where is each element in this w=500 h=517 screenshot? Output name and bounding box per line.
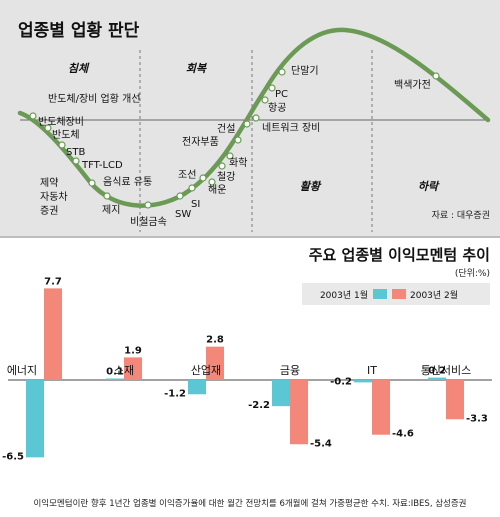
bar-s2 xyxy=(372,380,390,435)
bar-s2 xyxy=(290,380,308,445)
side-label-auto: 자동차 xyxy=(40,191,68,203)
bar-title: 주요 업종별 이익모멘텀 추이 xyxy=(309,246,490,264)
value-label-s2: -4.6 xyxy=(392,429,414,440)
legend-swatch-2 xyxy=(392,289,406,299)
point-marker xyxy=(243,120,251,128)
point-label: 조선 xyxy=(178,169,196,181)
value-label-s1: -6.5 xyxy=(2,451,24,462)
bar-s1 xyxy=(188,380,206,395)
category-label: 소재 xyxy=(114,364,134,377)
point-label: 건설 xyxy=(217,123,235,135)
value-label-s1: 0.2 xyxy=(428,366,446,377)
bar-s1 xyxy=(354,380,372,383)
point-marker xyxy=(88,179,96,187)
point-marker xyxy=(278,68,286,76)
point-label: SI xyxy=(191,199,200,210)
bar-s2 xyxy=(44,288,62,380)
point-marker xyxy=(58,141,66,149)
bar-s1 xyxy=(272,380,290,407)
value-label-s2: 1.9 xyxy=(124,345,142,356)
phase-label-boom: 활황 xyxy=(300,180,322,193)
point-label: 철강 xyxy=(217,171,235,183)
point-label: 비철금속 xyxy=(130,216,167,228)
cycle-curve xyxy=(17,27,491,208)
bar-s2 xyxy=(446,380,464,420)
phase-label-recession: 침체 xyxy=(68,62,90,75)
point-marker xyxy=(29,112,37,120)
point-label: STB xyxy=(66,147,85,158)
cycle-diagram: 업종별 업황 판단 침체 회복 활황 하락 반도체/장비 업황 개선 반도체장비… xyxy=(17,21,491,232)
category-label: 산업재 xyxy=(191,364,221,377)
bar-s1 xyxy=(428,377,446,380)
value-label-s1: -0.2 xyxy=(330,376,352,387)
cycle-title: 업종별 업황 판단 xyxy=(18,21,140,41)
phase-label-recovery: 회복 xyxy=(186,62,207,75)
point-marker xyxy=(432,72,440,80)
category-label: 통신서비스 xyxy=(421,364,472,377)
point-label: SW xyxy=(175,209,191,220)
category-label: IT xyxy=(367,364,377,377)
legend-swatch-1 xyxy=(373,289,387,299)
point-label: 반도체 xyxy=(52,129,80,141)
point-label: 제지 xyxy=(102,204,120,216)
point-marker xyxy=(261,96,269,104)
point-label: 네트워크 장비 xyxy=(262,121,320,134)
bar-s1 xyxy=(106,378,124,380)
cycle-source: 자료 : 대우증권 xyxy=(432,209,490,221)
point-label: TFT-LCD xyxy=(81,160,123,171)
point-marker xyxy=(234,136,242,144)
category-label: 에너지 xyxy=(7,364,37,377)
bars-group: -6.5 7.7 에너지 0.11.9 소재 -1.2 2.8 산업재 -2.2 -5.4 금융 -0… xyxy=(2,276,488,462)
side-label-securities: 증권 xyxy=(40,205,58,217)
point-marker xyxy=(268,84,276,92)
panel-separator xyxy=(0,236,500,238)
point-label: 화학 xyxy=(229,157,247,169)
point-marker xyxy=(72,157,80,165)
point-marker xyxy=(199,174,207,182)
point-marker xyxy=(188,184,196,192)
legend-label-1: 2003년 1월 xyxy=(320,289,368,301)
point-marker xyxy=(44,124,52,132)
point-marker xyxy=(208,178,216,186)
point-marker xyxy=(218,162,226,170)
bar-footnote: 이익모멘텀이란 향후 1년간 업종별 이익증가율에 대한 월간 전망치를 6개월… xyxy=(33,498,466,509)
point-label: 백색가전 xyxy=(394,79,431,91)
point-marker xyxy=(103,192,111,200)
point-label: 음식료 유통 xyxy=(103,176,152,188)
value-label-s2: -3.3 xyxy=(466,413,488,424)
bar-chart: 주요 업종별 이익모멘텀 추이 (단위:%) 2003년 1월 2003년 2월… xyxy=(2,246,492,509)
point-label: 단말기 xyxy=(291,65,319,77)
value-label-s1: 0.1 xyxy=(106,367,124,378)
value-label-s2: -5.4 xyxy=(310,438,332,449)
axis-label: 반도체/장비 업황 개선 xyxy=(48,92,141,105)
phase-label-decline: 하락 xyxy=(418,180,440,193)
bar-s1 xyxy=(26,380,44,458)
value-label-s2: 2.8 xyxy=(206,335,224,346)
value-label-s1: -1.2 xyxy=(164,388,186,399)
side-label-pharma: 제약 xyxy=(40,177,58,189)
value-label-s1: -2.2 xyxy=(248,400,270,411)
cycle-points: 반도체장비 반도체 STB TFT-LCD 음식료 유통 제지 비철금속 SW … xyxy=(29,65,440,228)
value-label-s2: 7.7 xyxy=(44,276,62,287)
point-marker xyxy=(226,152,234,160)
point-label: PC xyxy=(275,89,288,100)
point-marker xyxy=(144,201,152,209)
point-label: 항공 xyxy=(268,102,286,114)
point-label: 해운 xyxy=(208,183,226,196)
point-marker xyxy=(176,192,184,200)
cycle-panel: 업종별 업황 판단 침체 회복 활황 하락 반도체/장비 업황 개선 반도체장비… xyxy=(0,0,500,236)
bar-s2 xyxy=(206,346,224,380)
legend-label-2: 2003년 2월 xyxy=(410,289,458,301)
bar-unit: (단위:%) xyxy=(455,268,490,279)
category-label: 금융 xyxy=(280,364,300,377)
point-label: 전자부품 xyxy=(182,136,219,148)
bar-s2 xyxy=(124,357,142,380)
bar-panel: 주요 업종별 이익모멘텀 추이 (단위:%) 2003년 1월 2003년 2월… xyxy=(0,238,500,513)
point-marker xyxy=(252,114,260,122)
